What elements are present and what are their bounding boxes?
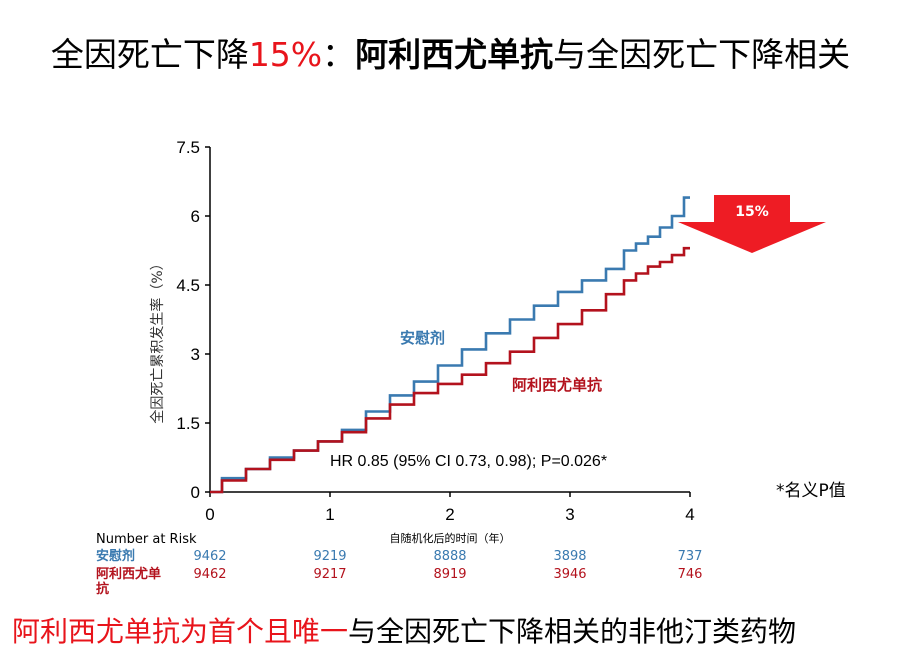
risk-cell: 3898: [553, 549, 587, 564]
y-tick-label: 0: [191, 483, 200, 502]
title-drug: 阿利西尤单抗: [355, 35, 554, 74]
chart-series: [210, 196, 690, 494]
risk-cell: 8919: [433, 567, 467, 582]
x-tick-label: 0: [205, 505, 214, 524]
y-tick-label: 3: [191, 345, 200, 364]
risk-cell: 737: [677, 549, 703, 564]
risk-row-label: 阿利西尤单抗: [96, 567, 162, 597]
risk-cell: 9219: [313, 549, 347, 564]
y-tick-label: 7.5: [176, 138, 200, 157]
footer-part2: 与全因死亡下降相关的非他汀类药物: [348, 615, 797, 648]
title-colon: ：: [322, 35, 356, 74]
y-tick-label: 1.5: [176, 414, 200, 433]
title-percent: 15%: [248, 35, 323, 74]
x-axis-label: 自随机化后的时间（年）: [390, 531, 511, 545]
risk-cell: 8888: [433, 549, 467, 564]
title-part5: 与全因死亡下降相关: [553, 35, 851, 74]
risk-cell: 9217: [313, 567, 347, 582]
chart-axes: [209, 147, 690, 493]
series-label-placebo: 安慰剂: [400, 329, 445, 347]
footer-statement: 阿利西尤单抗为首个且唯一与全因死亡下降相关的非他汀类药物: [12, 610, 796, 650]
title-part1: 全因死亡下降: [50, 35, 249, 74]
footer-part1: 阿利西尤单抗为首个且唯一: [12, 615, 349, 648]
risk-cell: 746: [677, 567, 703, 582]
y-tick-label: 6: [191, 207, 200, 226]
nominal-p-note: *名义P值: [776, 481, 846, 501]
series-label-alirocumab: 阿利西尤单抗: [512, 376, 602, 394]
x-tick-label: 4: [685, 505, 694, 524]
x-tick-label: 1: [325, 505, 334, 524]
y-axis-label: 全因死亡累积发生率（%）: [149, 256, 166, 423]
hr-annotation: HR 0.85 (95% CI 0.73, 0.98); P=0.026*: [330, 453, 607, 470]
arrow-label: 15%: [735, 204, 769, 220]
reduction-arrow: 15%: [678, 195, 826, 253]
risk-cell: 3946: [553, 567, 587, 582]
chart-ticks: 0 1 2 3 4 0 1.5 3 4.5 6 7.5: [176, 138, 694, 524]
page-title: 全因死亡下降15%：阿利西尤单抗与全因死亡下降相关: [0, 28, 901, 76]
y-tick-label: 4.5: [176, 276, 200, 295]
x-tick-label: 2: [445, 505, 454, 524]
risk-cell: 9462: [193, 567, 227, 582]
risk-table-header: Number at Risk: [96, 532, 197, 547]
x-tick-label: 3: [565, 505, 574, 524]
series-line-alirocumab: [210, 246, 690, 494]
risk-row-label: 安慰剂: [96, 549, 136, 564]
series-line-placebo: [210, 196, 690, 494]
risk-cell: 9462: [193, 549, 227, 564]
